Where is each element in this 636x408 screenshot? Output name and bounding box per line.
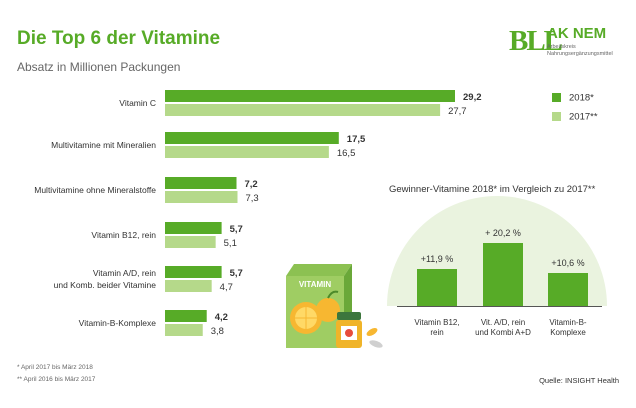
chart-legend: 2018* 2017** (552, 89, 632, 127)
page-subtitle: Absatz in Millionen Packungen (17, 60, 181, 74)
bar-2017 (165, 191, 238, 203)
winner-bar (483, 243, 523, 306)
legend-label-2017: 2017** (569, 111, 598, 123)
legend-item-2017: 2017** (552, 108, 632, 123)
leaf-icon (327, 290, 339, 299)
category-label: Vitamin C (119, 98, 156, 108)
winner-value-label: +11,9 % (420, 253, 454, 264)
winner-chart-title: Gewinner-Vitamine 2018* im Vergleich zu … (389, 184, 596, 195)
capsule-icon (366, 328, 378, 336)
data-label: 3,8 (211, 326, 224, 337)
bar-2018 (165, 90, 455, 102)
winner-bar (548, 272, 588, 306)
data-label: 5,1 (224, 238, 237, 249)
footnote-2018: * April 2017 bis März 2018 (17, 364, 93, 371)
data-label: 5,7 (230, 268, 243, 279)
logo-mark: BLL (509, 25, 563, 57)
box-top (286, 264, 352, 276)
winner-category-label: Vit. A/D, rein und Kombi A+D (475, 318, 531, 337)
footnote-2017: ** April 2016 bis März 2017 (17, 376, 96, 383)
data-label: 7,3 (246, 193, 259, 204)
winner-category-label: Vitamin-B- Komplexe (549, 318, 587, 337)
bar-2018 (165, 132, 339, 144)
source-note: Quelle: INSIGHT Health (539, 376, 619, 385)
logo-line1: Arbeitskreis (547, 44, 576, 50)
winner-value-label: +10,6 % (551, 257, 585, 268)
data-label: 7,2 (245, 179, 258, 190)
data-label: 16,5 (337, 148, 356, 159)
category-label: Multivitamine mit Mineralien (51, 140, 156, 150)
winner-category-label: Vitamin B12, rein (414, 318, 460, 337)
bar-2017 (165, 324, 203, 336)
circle-mask (380, 306, 616, 408)
category-label: Vitamin B12, rein (91, 230, 156, 240)
legend-item-2018: 2018* (552, 89, 632, 104)
bar-2017 (165, 146, 329, 158)
logo-name: AK NEM (547, 25, 607, 42)
bar-2018 (165, 310, 207, 322)
bar-2018 (165, 266, 222, 278)
data-label: 5,7 (230, 224, 243, 235)
vitamin-pack-illustration: VITAMIN (286, 264, 383, 348)
data-label: 27,7 (448, 106, 467, 117)
data-label: 29,2 (463, 92, 482, 103)
category-label: Vitamin-B-Komplexe (79, 318, 157, 328)
bar-2017 (165, 236, 216, 248)
legend-swatch-2018 (552, 93, 561, 103)
data-label: 4,2 (215, 312, 228, 323)
logo-line2: Nahrungsergänzungsmittel (547, 51, 613, 57)
winner-baseline (397, 306, 602, 307)
winner-bar (417, 268, 457, 306)
orange-icon-2 (316, 298, 340, 322)
data-label: 17,5 (347, 134, 366, 145)
box-label: VITAMIN (299, 280, 332, 289)
bar-2018 (165, 177, 237, 189)
legend-swatch-2017 (552, 112, 561, 122)
pill-icon (345, 329, 353, 337)
capsule-icon-2 (369, 340, 383, 348)
bar-2017 (165, 280, 212, 292)
bar-2018 (165, 222, 222, 234)
bll-aknem-logo: BLL AK NEM Arbeitskreis Nahrungsergänzun… (509, 26, 621, 60)
data-label: 4,7 (220, 282, 233, 293)
winner-value-label: + 20,2 % (485, 228, 521, 238)
legend-label-2018: 2018* (569, 92, 594, 104)
category-label: Multivitamine ohne Mineralstoffe (34, 185, 156, 195)
page-title: Die Top 6 der Vitamine (17, 28, 221, 49)
category-label: und Komb. beider Vitamine (54, 280, 157, 290)
bottle-cap (337, 312, 361, 320)
bar-2017 (165, 104, 441, 116)
category-label: Vitamin A/D, rein (93, 268, 156, 278)
